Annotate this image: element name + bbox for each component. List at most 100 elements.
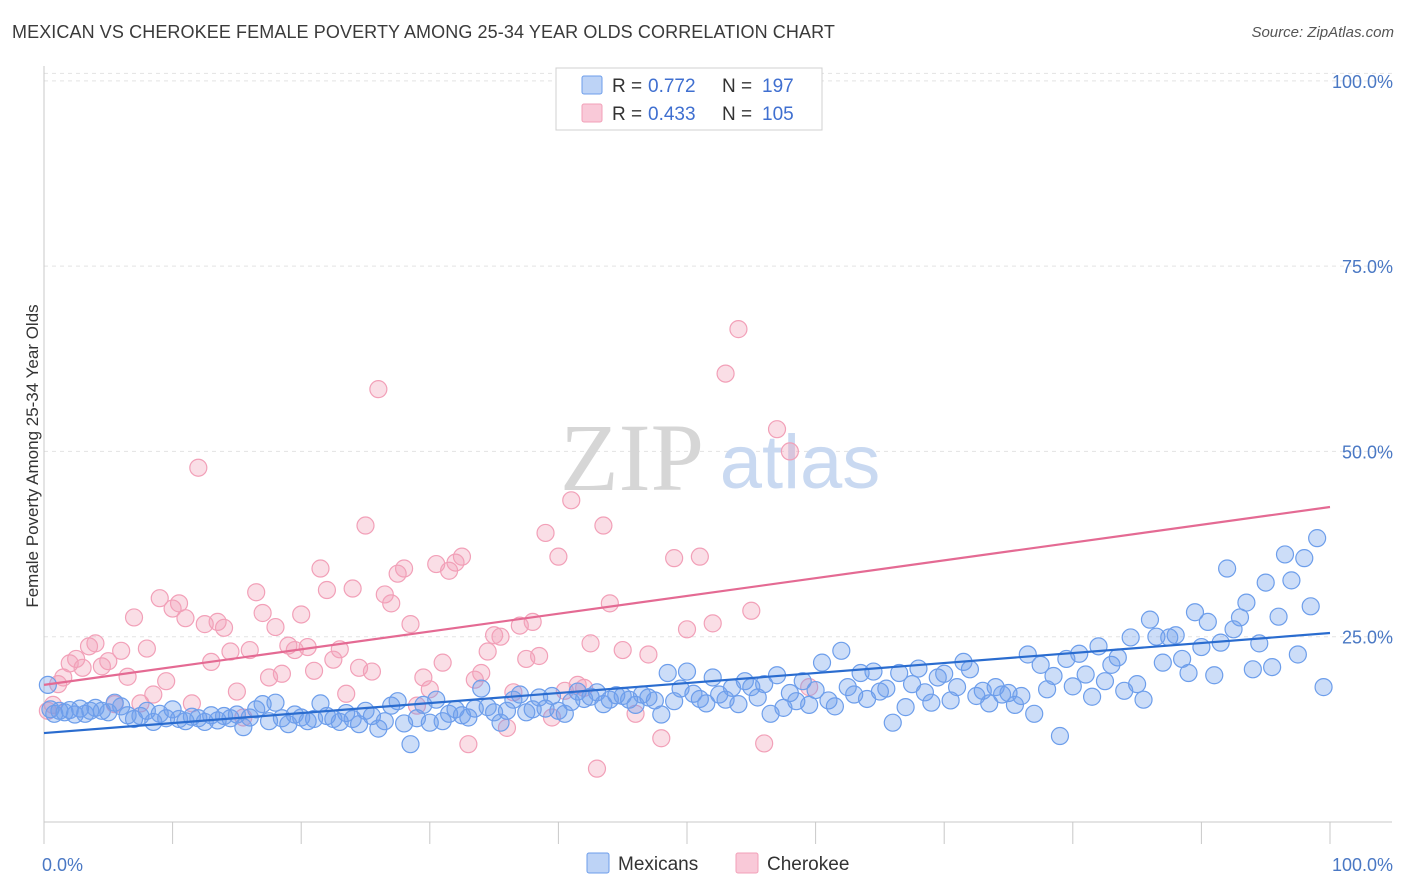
cherokee-point-50: [356, 516, 375, 535]
mexicans-point-167: [1095, 672, 1115, 691]
cherokee-point-68: [472, 663, 491, 683]
cherokee-point-62: [433, 653, 452, 672]
watermark-atlas: atlas: [720, 420, 881, 505]
mexicans-point-73: [491, 713, 510, 732]
mexicans-point-106: [703, 668, 722, 687]
mexicans-point-169: [1108, 648, 1127, 667]
cherokee-point-30: [227, 682, 246, 701]
cherokee-point-14: [124, 608, 144, 627]
legend-swatch-cherokee: [581, 103, 603, 123]
mexicans-point-182: [1192, 637, 1211, 657]
trend-lines: [43, 505, 1331, 735]
mexicans-point-194: [1269, 607, 1288, 626]
cherokee-point-28: [214, 618, 234, 637]
mexicans-point-154: [1012, 686, 1031, 706]
cherokee-point-47: [337, 684, 356, 703]
cherokee-point-85: [581, 634, 600, 653]
cherokee-point-91: [639, 645, 658, 664]
y-tick-label-1: 50.0%: [1342, 442, 1393, 462]
mexicans-point-102: [677, 662, 697, 681]
mexicans-point-125: [825, 697, 844, 716]
mexicans-point-123: [812, 653, 832, 672]
mexicans-points: [38, 529, 1333, 754]
mexicans-point-190: [1243, 660, 1262, 679]
cherokee-point-86: [587, 759, 607, 778]
bottom-legend-cherokee: Cherokee: [767, 854, 849, 875]
bottom-legend-swatch-cherokee: [735, 852, 759, 874]
cherokee-point-42: [304, 661, 324, 680]
cherokee-point-32: [240, 640, 259, 660]
cherokee-point-51: [362, 662, 382, 681]
cherokee-point-5: [67, 649, 86, 669]
cherokee-point-40: [292, 605, 311, 624]
cherokee-point-36: [266, 617, 285, 637]
mexicans-point-131: [864, 662, 883, 681]
x-tick-labels: 0.0% 100.0%: [42, 855, 1393, 875]
cherokee-point-17: [144, 685, 163, 704]
mexicans-point-142: [935, 664, 954, 683]
mexicans-point-138: [909, 659, 928, 678]
mexicans-point-140: [922, 693, 941, 712]
axes: [43, 66, 1392, 844]
watermark: ZIP atlas: [560, 404, 880, 511]
cherokee-point-60: [420, 680, 439, 699]
mexicans-point-200: [1308, 529, 1327, 548]
legend-n-label-1: N =: [722, 76, 752, 97]
stats-legend: R = 0.772 N = 197 R = 0.433 N = 105: [555, 67, 823, 131]
mexicans-point-135: [890, 663, 909, 683]
mexicans-point-196: [1282, 571, 1301, 590]
mexicans-point-146: [960, 660, 980, 679]
mexicans-point-201: [1314, 678, 1333, 697]
cherokee-point-24: [189, 458, 208, 477]
cherokee-point-12: [112, 641, 131, 660]
mexicans-point-22: [163, 700, 182, 719]
mexicans-point-180: [1179, 663, 1198, 683]
cherokee-point-66: [459, 735, 478, 754]
mexicans-point-14: [112, 697, 131, 716]
mexicans-point-55: [375, 712, 394, 731]
mexicans-point-126: [832, 641, 851, 660]
mexicans-point-64: [433, 712, 452, 731]
mexicans-point-59: [401, 735, 420, 754]
mexicans-point-168: [1102, 655, 1121, 674]
mexicans-point-186: [1218, 559, 1237, 578]
cherokee-point-65: [452, 547, 472, 566]
chart-source: Source: ZipAtlas.com: [1251, 24, 1394, 41]
cherokee-point-59: [414, 668, 433, 687]
mexicans-point-184: [1205, 666, 1224, 685]
mexicans-point-165: [1082, 687, 1102, 706]
mexicans-point-159: [1044, 666, 1063, 686]
mexicans-point-63: [427, 690, 446, 709]
mexicans-point-171: [1121, 628, 1140, 647]
mexicans-point-114: [755, 675, 774, 694]
cherokee-point-77: [530, 646, 549, 666]
cherokee-point-80: [549, 547, 568, 566]
mexicans-point-133: [877, 679, 896, 698]
mexicans-point-54: [369, 719, 388, 738]
mexicans-point-181: [1185, 603, 1205, 622]
mexicans-point-195: [1275, 545, 1295, 564]
mexicans-point-162: [1063, 677, 1082, 696]
mexicans-point-176: [1153, 653, 1172, 672]
cherokee-point-44: [317, 580, 337, 600]
cherokee-point-16: [137, 639, 156, 658]
mexicans-point-187: [1224, 620, 1243, 639]
cherokee-point-53: [375, 585, 394, 604]
mexicans-point-57: [388, 692, 407, 711]
cherokee-point-10: [99, 652, 118, 671]
cherokee-point-94: [677, 620, 697, 639]
mexicans-point-134: [883, 713, 902, 732]
cherokee-point-43: [311, 559, 330, 578]
cherokee-point-18: [150, 589, 169, 608]
cherokee-point-71: [491, 627, 510, 646]
x-tick-label-0: 0.0%: [42, 855, 83, 875]
mexicans-point-192: [1256, 573, 1275, 592]
mexicans-point-139: [915, 683, 935, 702]
cherokee-point-45: [324, 650, 343, 669]
y-tick-label-0: 25.0%: [1342, 628, 1393, 648]
mexicans-point-122: [806, 680, 825, 700]
mexicans-point-183: [1198, 612, 1217, 631]
bottom-legend-swatch-mexicans: [586, 852, 610, 874]
chart-title: MEXICAN VS CHEROKEE FEMALE POVERTY AMONG…: [12, 22, 835, 42]
